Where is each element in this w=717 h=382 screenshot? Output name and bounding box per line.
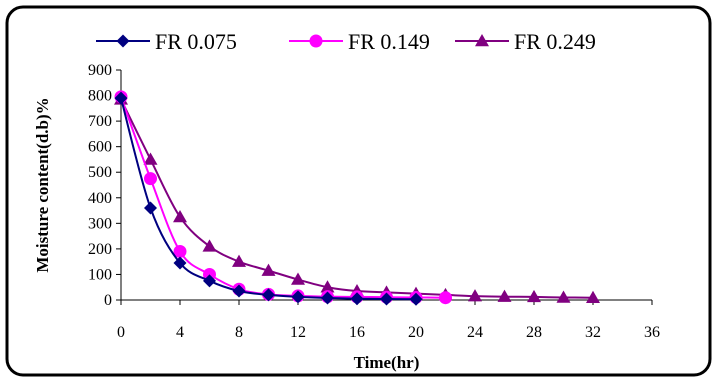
data-point [262,288,275,302]
legend-marker [309,34,323,48]
data-point [261,263,276,276]
data-point [173,256,187,270]
legend-item-2: FR 0.149 [289,29,430,54]
x-tick-label: 12 [290,324,306,341]
series-layer [114,90,600,306]
data-point [144,201,157,215]
y-tick-label: 600 [88,139,112,156]
legend-item-1: FR 0.075 [96,29,237,54]
y-tick-label: 800 [88,88,112,105]
x-tick-label: 0 [117,324,125,341]
data-point [173,209,187,223]
data-point [497,289,512,302]
series-1 [114,91,423,306]
y-tick-label: 100 [88,266,112,283]
legend-item-3: FR 0.249 [455,29,596,54]
y-axis-title: Moisture content(d.b)% [33,97,52,272]
y-tick-label: 500 [88,164,112,181]
y-tick-label: 700 [88,113,112,130]
legend-marker [475,34,489,47]
x-tick-label: 24 [467,324,483,341]
x-tick-label: 36 [644,324,660,341]
data-point [232,254,246,267]
data-point [556,290,571,303]
data-point [380,292,393,306]
data-point [409,292,423,306]
y-tick-label: 200 [88,241,112,258]
data-point [232,284,246,298]
data-point [291,290,305,304]
data-point [144,172,157,186]
legend: FR 0.075 FR 0.149 FR 0.249 [96,29,596,54]
data-point [202,239,217,252]
x-axis-title: Time(hr) [354,353,420,372]
data-point [203,274,216,288]
data-point [173,244,187,258]
legend-label: FR 0.249 [514,29,596,54]
data-point [114,91,128,105]
legend-marker [116,34,130,48]
x-tick-label: 4 [176,324,184,341]
x-tick-label: 8 [235,324,243,341]
data-point [350,292,364,306]
axes: 0 100 200 300 400 500 600 700 800 900 0 4 8 12 16 20 24 2… [88,62,660,341]
y-tick-label: 0 [104,292,112,309]
data-point [468,289,482,302]
data-point [320,280,335,293]
data-point [143,152,158,165]
data-point [291,272,305,285]
y-tick-label: 900 [88,62,112,79]
y-tick-label: 300 [88,215,112,232]
y-tick-label: 400 [88,190,112,207]
data-point [321,291,334,305]
legend-label: FR 0.075 [155,29,237,54]
chart-frame [5,5,712,377]
legend-label: FR 0.149 [348,29,430,54]
data-point [439,291,452,305]
data-point [586,290,600,303]
data-point [527,289,541,303]
x-tick-label: 16 [349,324,365,341]
x-tick-label: 28 [526,324,542,341]
x-tick-label: 32 [585,324,601,341]
x-tick-label: 20 [408,324,424,341]
